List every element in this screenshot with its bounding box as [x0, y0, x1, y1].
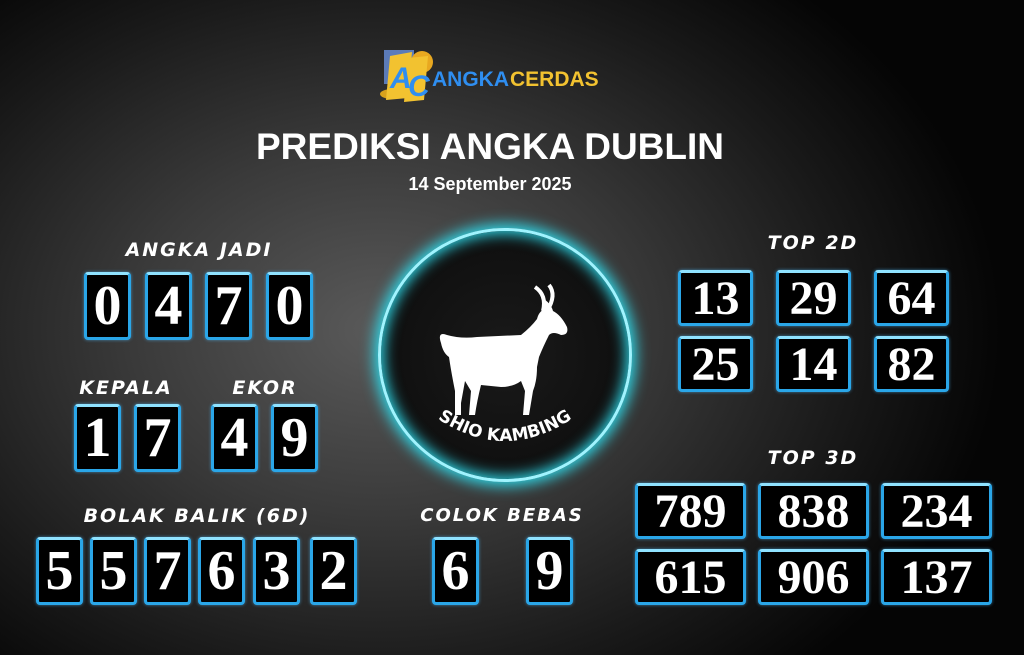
shio-label-arc: SHIO KAMBING: [435, 406, 575, 446]
top2d-number: 64: [874, 270, 949, 326]
svg-text:SHIO KAMBING: SHIO KAMBING: [435, 406, 575, 446]
bolak-balik-digit: 6: [198, 537, 245, 605]
top3d-number: 234: [881, 483, 992, 539]
kepala-digit: 7: [134, 404, 181, 472]
top3d-number: 838: [758, 483, 869, 539]
ekor-label: EKOR: [232, 377, 298, 399]
top2d-number: 13: [678, 270, 753, 326]
colok-bebas-label: COLOK BEBAS: [420, 505, 584, 526]
page-title: PREDIKSI ANGKA DUBLIN: [256, 126, 724, 167]
logo: A C ANGKA CERDAS: [378, 46, 608, 106]
top2d-number: 14: [776, 336, 851, 392]
angka-jadi-digit: 0: [84, 272, 131, 340]
bolak-balik-digit: 3: [253, 537, 300, 605]
kepala-label: KEPALA: [79, 377, 173, 399]
top3d-number: 906: [758, 549, 869, 605]
bolak-balik-digit: 7: [144, 537, 191, 605]
angka-jadi-digit: 7: [205, 272, 252, 340]
angka-jadi-label: ANGKA JADI: [125, 239, 273, 261]
bolak-balik-digit: 5: [36, 537, 83, 605]
svg-text:C: C: [408, 70, 431, 103]
top2d-number: 29: [776, 270, 851, 326]
shio-badge: SHIO KAMBING: [378, 228, 632, 482]
angka-jadi-digit: 0: [266, 272, 313, 340]
date: 14 September 2025: [408, 174, 572, 194]
svg-text:A: A: [389, 62, 412, 95]
bolak-balik-label: BOLAK BALIK (6D): [83, 505, 311, 527]
shio-label: SHIO KAMBING: [435, 406, 575, 446]
logo-mark-icon: A C: [380, 50, 433, 103]
ekor-digit: 4: [211, 404, 258, 472]
top2d-label: TOP 2D: [767, 232, 859, 254]
kepala-digit: 1: [74, 404, 121, 472]
angka-jadi-digit: 4: [145, 272, 192, 340]
goat-icon: [439, 283, 568, 415]
colok-bebas-digit: 6: [432, 537, 479, 605]
top3d-number: 137: [881, 549, 992, 605]
top3d-number: 789: [635, 483, 746, 539]
bolak-balik-digit: 5: [90, 537, 137, 605]
ekor-digit: 9: [271, 404, 318, 472]
logo-text-angka: ANGKA: [432, 68, 509, 91]
top2d-number: 25: [678, 336, 753, 392]
bolak-balik-digit: 2: [310, 537, 357, 605]
logo-text-cerdas: CERDAS: [510, 68, 599, 91]
top2d-number: 82: [874, 336, 949, 392]
top3d-number: 615: [635, 549, 746, 605]
colok-bebas-digit: 9: [526, 537, 573, 605]
top3d-label: TOP 3D: [767, 447, 859, 469]
